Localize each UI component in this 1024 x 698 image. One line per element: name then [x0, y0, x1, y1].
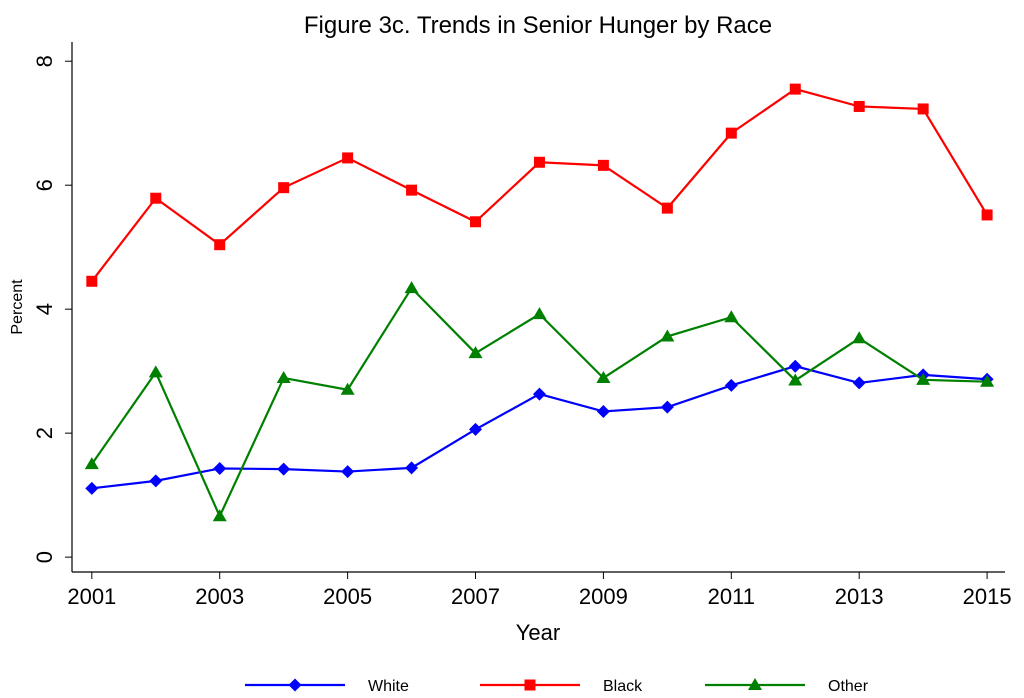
- data-point: [917, 103, 929, 115]
- data-point: [916, 372, 931, 385]
- x-axis-title: Year: [516, 620, 560, 645]
- data-point: [725, 127, 737, 139]
- data-point: [468, 346, 483, 359]
- data-point: [404, 281, 419, 294]
- data-point: [340, 382, 355, 395]
- data-point: [469, 422, 483, 436]
- x-tick-label: 2007: [451, 584, 500, 609]
- legend-marker: [288, 678, 302, 692]
- data-point: [596, 404, 610, 418]
- data-point: [597, 159, 609, 171]
- y-tick-label: 2: [32, 427, 57, 439]
- data-point: [980, 374, 995, 387]
- data-point: [660, 329, 675, 342]
- data-point: [470, 216, 482, 228]
- data-point: [852, 331, 867, 344]
- x-tick-label: 2001: [67, 584, 116, 609]
- data-point: [852, 376, 866, 390]
- series-line: [90, 87, 989, 282]
- data-point: [84, 457, 99, 470]
- data-point: [148, 365, 163, 378]
- y-tick-label: 8: [32, 55, 57, 67]
- data-point: [212, 509, 227, 522]
- data-point: [85, 481, 99, 495]
- data-point: [596, 370, 611, 383]
- data-point: [788, 373, 803, 386]
- data-point: [532, 387, 546, 401]
- data-point: [405, 461, 419, 475]
- x-tick-label: 2015: [963, 584, 1012, 609]
- data-point: [213, 461, 227, 475]
- series-line: [90, 286, 988, 519]
- data-point: [341, 465, 355, 479]
- data-point: [149, 474, 163, 488]
- data-point: [86, 275, 98, 287]
- legend-label: Other: [828, 678, 869, 695]
- data-point: [278, 182, 290, 194]
- data-point: [724, 310, 739, 323]
- y-axis-title: Percent: [9, 279, 26, 335]
- data-point: [533, 156, 545, 168]
- data-point: [789, 83, 801, 95]
- data-point: [214, 239, 226, 251]
- data-point: [724, 378, 738, 392]
- y-tick-label: 6: [32, 179, 57, 191]
- legend-label: Black: [603, 678, 643, 695]
- data-point: [150, 192, 162, 204]
- chart-title: Figure 3c. Trends in Senior Hunger by Ra…: [304, 12, 772, 39]
- legend-marker: [524, 679, 536, 691]
- y-tick-label: 0: [32, 551, 57, 563]
- x-tick-label: 2011: [708, 584, 755, 609]
- data-point: [661, 202, 673, 214]
- x-tick-label: 2009: [579, 584, 628, 609]
- x-tick-label: 2013: [835, 584, 884, 609]
- legend-marker: [748, 678, 762, 690]
- legend-label: White: [368, 678, 409, 695]
- series-line: [91, 365, 988, 490]
- data-point: [406, 184, 418, 196]
- x-tick-label: 2003: [195, 584, 244, 609]
- data-point: [788, 359, 802, 373]
- y-tick-label: 4: [32, 303, 57, 315]
- data-point: [277, 462, 291, 476]
- data-point: [853, 100, 865, 112]
- data-point: [660, 400, 674, 414]
- data-point: [276, 370, 291, 383]
- data-point: [532, 307, 547, 320]
- data-point: [981, 209, 993, 221]
- x-tick-label: 2005: [323, 584, 372, 609]
- data-point: [342, 152, 354, 164]
